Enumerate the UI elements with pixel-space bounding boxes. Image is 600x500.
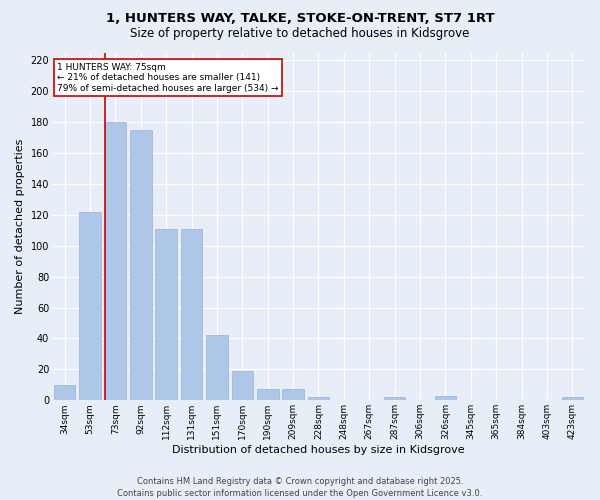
Bar	[54, 385, 76, 400]
Bar	[562, 397, 583, 400]
Bar	[232, 371, 253, 400]
Bar	[308, 397, 329, 400]
Bar	[181, 228, 202, 400]
Text: 1, HUNTERS WAY, TALKE, STOKE-ON-TRENT, ST7 1RT: 1, HUNTERS WAY, TALKE, STOKE-ON-TRENT, S…	[106, 12, 494, 26]
Bar	[434, 396, 456, 400]
Text: 1 HUNTERS WAY: 75sqm
← 21% of detached houses are smaller (141)
79% of semi-deta: 1 HUNTERS WAY: 75sqm ← 21% of detached h…	[57, 63, 279, 92]
Bar	[206, 336, 228, 400]
X-axis label: Distribution of detached houses by size in Kidsgrove: Distribution of detached houses by size …	[172, 445, 465, 455]
Text: Contains HM Land Registry data © Crown copyright and database right 2025.
Contai: Contains HM Land Registry data © Crown c…	[118, 476, 482, 498]
Bar	[384, 397, 406, 400]
Text: Size of property relative to detached houses in Kidsgrove: Size of property relative to detached ho…	[130, 28, 470, 40]
Bar	[257, 390, 278, 400]
Y-axis label: Number of detached properties: Number of detached properties	[15, 138, 25, 314]
Bar	[283, 390, 304, 400]
Bar	[79, 212, 101, 400]
Bar	[130, 130, 152, 400]
Bar	[155, 228, 177, 400]
Bar	[104, 122, 126, 400]
